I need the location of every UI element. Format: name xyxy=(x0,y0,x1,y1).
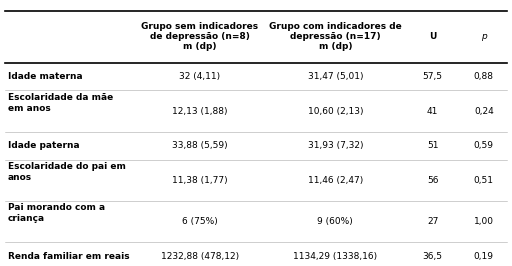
Text: 6 (75%): 6 (75%) xyxy=(182,217,218,226)
Text: 57,5: 57,5 xyxy=(422,72,443,81)
Text: 11,46 (2,47): 11,46 (2,47) xyxy=(308,176,363,185)
Text: 0,59: 0,59 xyxy=(474,141,494,150)
Text: U: U xyxy=(429,32,436,41)
Text: Escolaridade do pai em
anos: Escolaridade do pai em anos xyxy=(8,162,125,182)
Text: 36,5: 36,5 xyxy=(422,252,443,260)
Text: Idade paterna: Idade paterna xyxy=(8,141,79,150)
Text: 10,60 (2,13): 10,60 (2,13) xyxy=(308,107,363,115)
Text: 33,88 (5,59): 33,88 (5,59) xyxy=(172,141,227,150)
Text: 27: 27 xyxy=(427,217,438,226)
Text: p: p xyxy=(481,32,487,41)
Text: 31,93 (7,32): 31,93 (7,32) xyxy=(308,141,363,150)
Text: Pai morando com a
criança: Pai morando com a criança xyxy=(8,203,105,223)
Text: 11,38 (1,77): 11,38 (1,77) xyxy=(172,176,227,185)
Text: Renda familiar em reais: Renda familiar em reais xyxy=(8,252,130,260)
Text: 0,51: 0,51 xyxy=(474,176,494,185)
Text: 0,24: 0,24 xyxy=(474,107,494,115)
Text: Escolaridade da mãe
em anos: Escolaridade da mãe em anos xyxy=(8,93,113,113)
Text: 56: 56 xyxy=(427,176,438,185)
Text: 12,13 (1,88): 12,13 (1,88) xyxy=(172,107,227,115)
Text: 0,88: 0,88 xyxy=(474,72,494,81)
Text: 31,47 (5,01): 31,47 (5,01) xyxy=(308,72,363,81)
Text: 1134,29 (1338,16): 1134,29 (1338,16) xyxy=(293,252,377,260)
Text: 41: 41 xyxy=(427,107,438,115)
Text: Idade materna: Idade materna xyxy=(8,72,82,81)
Text: 32 (4,11): 32 (4,11) xyxy=(179,72,220,81)
Text: Grupo sem indicadores
de depressão (n=8)
m (dp): Grupo sem indicadores de depressão (n=8)… xyxy=(141,22,258,52)
Text: 0,19: 0,19 xyxy=(474,252,494,260)
Text: 51: 51 xyxy=(427,141,438,150)
Text: 9 (60%): 9 (60%) xyxy=(317,217,353,226)
Text: Grupo com indicadores de
depressão (n=17)
m (dp): Grupo com indicadores de depressão (n=17… xyxy=(269,22,402,52)
Text: 1232,88 (478,12): 1232,88 (478,12) xyxy=(161,252,239,260)
Text: 1,00: 1,00 xyxy=(474,217,494,226)
